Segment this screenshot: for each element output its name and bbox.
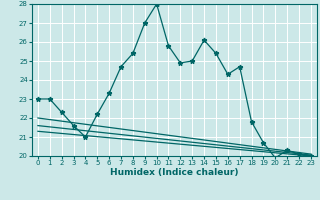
X-axis label: Humidex (Indice chaleur): Humidex (Indice chaleur) xyxy=(110,168,239,177)
